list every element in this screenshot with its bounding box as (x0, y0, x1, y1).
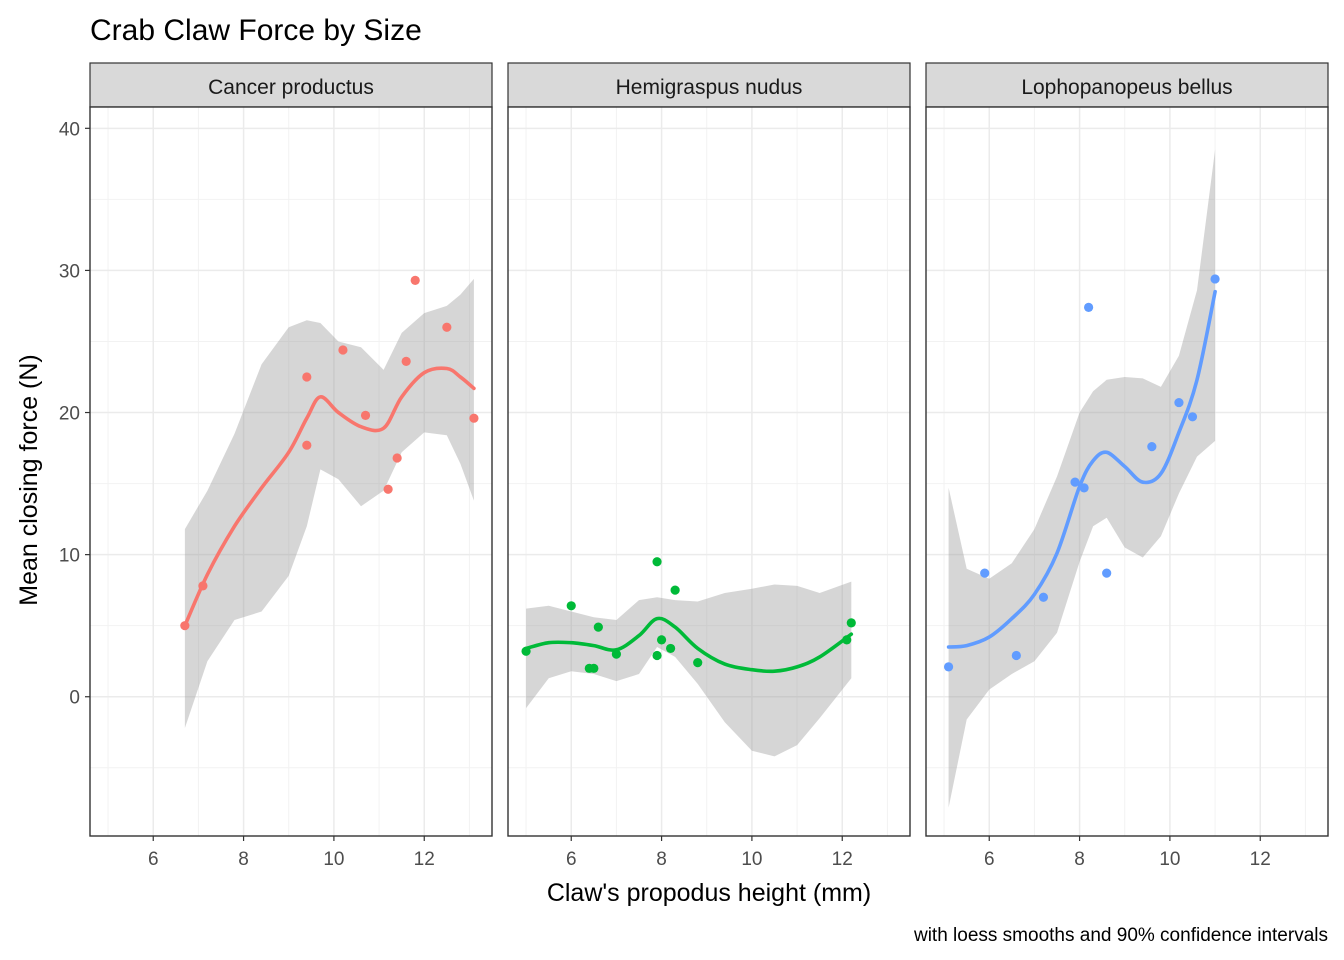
facet-strip-label: Hemigraspus nudus (616, 76, 803, 99)
y-tick-label: 40 (59, 119, 80, 140)
data-point (442, 322, 452, 332)
y-tick-label: 30 (59, 261, 80, 282)
data-point (652, 557, 662, 567)
panel-background (508, 107, 910, 836)
panel-cancer-productus: Cancer productus 6 8 10 12 (89, 62, 493, 870)
x-tick-label: 12 (1250, 849, 1271, 870)
panel-border (89, 106, 493, 837)
panel-grid (90, 107, 492, 836)
data-point (943, 662, 954, 672)
y-tick-label: 0 (69, 688, 80, 709)
panel-border (507, 106, 911, 837)
x-tick-label: 12 (414, 849, 435, 870)
facet-strip-label: Cancer productus (208, 76, 374, 99)
x-tick-label: 6 (566, 849, 577, 870)
loess-line (524, 616, 854, 674)
y-tick-label: 10 (59, 546, 80, 567)
panel-lophopanopeus-bellus: Lophopanopeus bellus 6 8 10 12 (925, 62, 1329, 870)
chart-title: Crab Claw Force by Size (90, 14, 422, 47)
x-tick-label: 10 (741, 849, 762, 870)
data-point (1011, 650, 1021, 661)
data-point (593, 622, 603, 632)
data-point (338, 345, 348, 355)
x-tick-label: 10 (1159, 849, 1180, 870)
data-point (1038, 592, 1049, 602)
panels-layer: Cancer productus 6 8 10 12 Hemigraspus nudus 6… (89, 62, 1329, 870)
data-point (666, 643, 676, 654)
data-point (1210, 274, 1220, 284)
data-point (980, 568, 990, 578)
loess-line (183, 366, 476, 628)
confidence-band (526, 581, 852, 757)
data-point (652, 650, 662, 661)
data-point (401, 356, 411, 366)
data-point (1187, 412, 1198, 422)
data-point (656, 635, 667, 645)
panel-background (90, 107, 492, 836)
y-axis-title: Mean closing force (N) (15, 354, 43, 605)
x-tick-label: 6 (984, 849, 995, 870)
panel-background (926, 107, 1328, 836)
data-point (360, 410, 371, 420)
data-point (383, 484, 393, 494)
data-point (392, 453, 402, 463)
panel-hemigraspus-nudus: Hemigraspus nudus 6 8 10 12 (507, 62, 911, 870)
x-axis-title: Claw's propodus height (mm) (547, 879, 871, 907)
loess-line (946, 289, 1217, 649)
facet-strip (89, 62, 493, 108)
y-axis: 0 10 20 30 40 (59, 119, 90, 709)
chart-caption: with loess smooths and 90% confidence in… (913, 925, 1328, 946)
x-tick-label: 12 (832, 849, 853, 870)
data-point (302, 440, 312, 450)
x-tick-label: 8 (656, 849, 667, 870)
data-point (670, 585, 680, 595)
confidence-band (184, 278, 474, 728)
y-tick-label: 20 (59, 404, 80, 425)
data-point (846, 618, 856, 628)
data-point (566, 601, 576, 611)
data-point (1070, 477, 1080, 487)
panel-grid (508, 107, 910, 836)
data-point (469, 413, 479, 423)
data-point (1147, 442, 1157, 452)
x-tick-label: 10 (323, 849, 344, 870)
data-point (589, 663, 599, 673)
facet-strip-label: Lophopanopeus bellus (1021, 76, 1232, 99)
data-point (1174, 397, 1184, 408)
data-point (1084, 302, 1094, 312)
data-point (1102, 568, 1112, 578)
x-tick-label: 8 (1074, 849, 1085, 870)
data-point (693, 658, 703, 668)
data-point (302, 372, 312, 382)
panel-border (925, 106, 1329, 837)
x-tick-label: 6 (148, 849, 159, 870)
data-point (410, 275, 420, 285)
panel-grid (926, 107, 1328, 836)
x-tick-label: 8 (238, 849, 249, 870)
facet-strip (925, 62, 1329, 108)
